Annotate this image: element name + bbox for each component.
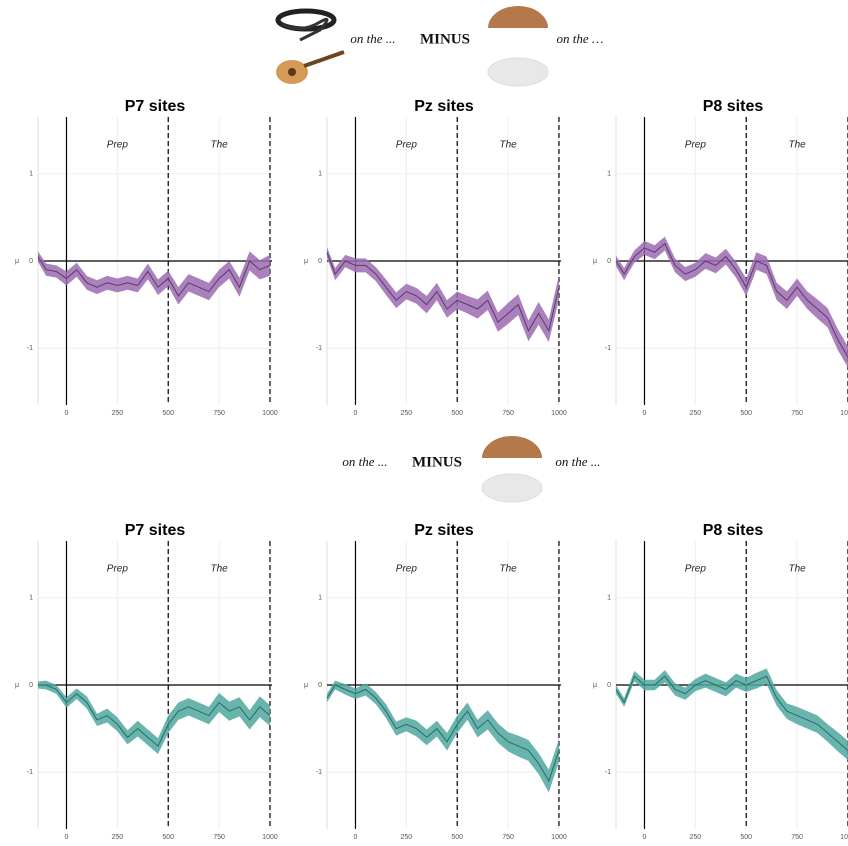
y-tick-label: -1 xyxy=(27,769,33,776)
icon-bowl xyxy=(488,6,548,28)
ribbon xyxy=(327,247,559,343)
x-tick-label: 0 xyxy=(354,410,358,417)
y-tick-label: 1 xyxy=(318,595,322,602)
annotation: Prep xyxy=(396,564,418,575)
x-tick-label: 250 xyxy=(401,410,413,417)
comparison-right: on the … xyxy=(557,31,604,46)
y-axis-label: μ xyxy=(593,258,597,265)
comparison-right: on the ... xyxy=(555,454,600,469)
annotation: The xyxy=(788,564,806,575)
y-tick-label: 0 xyxy=(29,258,33,265)
y-tick-label: 1 xyxy=(29,171,33,178)
x-tick-label: 1000 xyxy=(840,410,848,417)
panel-title: P7 sites xyxy=(125,98,186,115)
icon-bowl xyxy=(482,436,542,458)
y-axis-label: μ xyxy=(593,682,597,689)
x-tick-label: 750 xyxy=(791,410,803,417)
x-tick-label: 1000 xyxy=(262,834,278,841)
panel-title: Pz sites xyxy=(414,98,474,115)
y-tick-label: 1 xyxy=(318,171,322,178)
panel-title: P8 sites xyxy=(703,98,764,115)
x-tick-label: 500 xyxy=(451,834,463,841)
x-tick-label: 0 xyxy=(354,834,358,841)
comparison-left: on the ... xyxy=(342,454,387,469)
y-tick-label: 1 xyxy=(607,171,611,178)
mean-line xyxy=(38,684,271,747)
x-tick-label: 0 xyxy=(643,410,647,417)
y-tick-label: 0 xyxy=(607,258,611,265)
annotation: The xyxy=(499,140,517,151)
x-tick-label: 750 xyxy=(213,834,225,841)
x-tick-label: 500 xyxy=(451,410,463,417)
y-tick-label: 1 xyxy=(29,595,33,602)
y-tick-label: -1 xyxy=(605,345,611,352)
y-tick-label: -1 xyxy=(605,769,611,776)
comparison-left: on the ... xyxy=(350,31,395,46)
comparison-operator: MINUS xyxy=(412,454,462,470)
annotation: The xyxy=(210,564,228,575)
annotation: Prep xyxy=(107,140,129,151)
x-tick-label: 500 xyxy=(740,834,752,841)
mean-line xyxy=(326,684,560,783)
annotation: The xyxy=(210,140,228,151)
y-axis-label: μ xyxy=(304,258,308,265)
x-tick-label: 500 xyxy=(162,410,174,417)
annotation: Prep xyxy=(685,564,707,575)
y-tick-label: -1 xyxy=(27,345,33,352)
annotation: Prep xyxy=(685,140,707,151)
annotation: The xyxy=(788,140,806,151)
y-tick-label: 0 xyxy=(318,682,322,689)
icon-plate xyxy=(487,57,549,87)
mean-line xyxy=(37,256,271,297)
x-tick-label: 250 xyxy=(112,834,124,841)
mean-line xyxy=(326,252,560,333)
annotation: The xyxy=(499,564,517,575)
x-tick-label: 1000 xyxy=(840,834,848,841)
x-tick-label: 0 xyxy=(65,834,69,841)
y-tick-label: 0 xyxy=(318,258,322,265)
panel-title: Pz sites xyxy=(414,522,474,539)
x-tick-label: 250 xyxy=(690,834,702,841)
icon-plate xyxy=(481,473,543,503)
icon-guitar xyxy=(276,50,345,84)
y-tick-label: 0 xyxy=(607,682,611,689)
panel-title: P8 sites xyxy=(703,522,764,539)
x-tick-label: 0 xyxy=(65,410,69,417)
x-tick-label: 750 xyxy=(502,410,514,417)
y-tick-label: -1 xyxy=(316,345,322,352)
y-axis-label: μ xyxy=(15,682,19,689)
y-axis-label: μ xyxy=(15,258,19,265)
panel-title: P7 sites xyxy=(125,522,186,539)
y-tick-label: 1 xyxy=(607,595,611,602)
x-tick-label: 250 xyxy=(690,410,702,417)
x-tick-label: 1000 xyxy=(262,410,278,417)
x-tick-label: 250 xyxy=(112,410,124,417)
y-tick-label: 0 xyxy=(29,682,33,689)
x-tick-label: 750 xyxy=(213,410,225,417)
y-axis-label: μ xyxy=(304,682,308,689)
comparison-operator: MINUS xyxy=(420,31,470,47)
annotation: Prep xyxy=(396,140,418,151)
x-tick-label: 1000 xyxy=(551,410,567,417)
x-tick-label: 500 xyxy=(162,834,174,841)
ribbon xyxy=(616,668,848,761)
annotation: Prep xyxy=(107,564,129,575)
x-tick-label: 250 xyxy=(401,834,413,841)
icon-snake xyxy=(275,8,337,42)
ribbon xyxy=(38,251,270,305)
x-tick-label: 500 xyxy=(740,410,752,417)
mean-line xyxy=(615,242,848,358)
x-tick-label: 750 xyxy=(791,834,803,841)
ribbon xyxy=(38,680,270,754)
x-tick-label: 1000 xyxy=(551,834,567,841)
ribbon xyxy=(616,236,848,368)
x-tick-label: 750 xyxy=(502,834,514,841)
x-tick-label: 0 xyxy=(643,834,647,841)
mean-line xyxy=(615,675,848,751)
y-tick-label: -1 xyxy=(316,769,322,776)
